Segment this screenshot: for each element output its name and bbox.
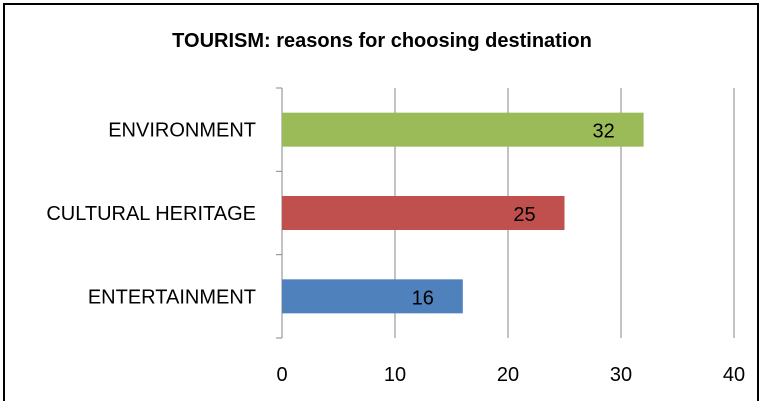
axes <box>276 87 283 339</box>
bars <box>282 112 644 314</box>
x-tick-label: 20 <box>497 364 519 386</box>
x-tick-label: 10 <box>384 364 406 386</box>
tick-labels: 0 10 20 30 40 <box>276 364 745 386</box>
bar <box>282 112 644 147</box>
category-label: CULTURAL HERITAGE <box>46 203 256 225</box>
data-label: 25 <box>513 204 535 226</box>
bar <box>282 279 463 314</box>
category-label: ENVIRONMENT <box>108 120 256 142</box>
x-tick-label: 40 <box>723 364 745 386</box>
x-tick-label: 30 <box>610 364 632 386</box>
data-label: 32 <box>592 121 614 143</box>
category-label: ENTERTAINMENT <box>88 286 256 308</box>
data-labels: 32 25 16 <box>412 121 615 310</box>
category-labels: ENVIRONMENT CULTURAL HERITAGE ENTERTAINMEN… <box>46 120 256 309</box>
x-tick-label: 0 <box>276 364 287 386</box>
bar <box>282 196 565 230</box>
chart-title: TOURISM: reasons for choosing destinatio… <box>172 30 592 52</box>
data-label: 16 <box>412 287 434 309</box>
